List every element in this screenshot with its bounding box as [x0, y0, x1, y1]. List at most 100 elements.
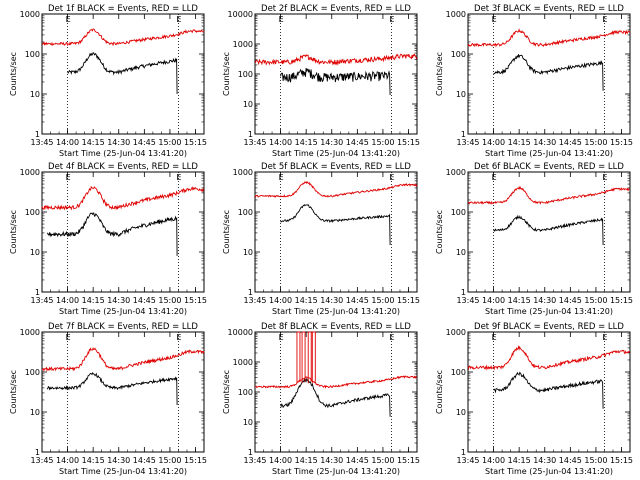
panel-det-6: Det 6f BLACK = Events, RED = LLD 1 10 100 10…: [435, 162, 633, 316]
x-tick-label: 14:30: [533, 138, 556, 147]
x-tick-label: 13:45: [243, 138, 266, 147]
y-tick-label: 10: [243, 248, 253, 257]
chart-title: Det 7f BLACK = Events, RED = LLD: [48, 322, 198, 332]
marker-label: E: [389, 173, 394, 182]
x-tick-label: 14:45: [133, 456, 156, 465]
series-events: [280, 203, 391, 246]
x-tick-label: 15:15: [397, 296, 420, 305]
y-tick-label: 10: [456, 408, 466, 417]
x-tick-label: 13:45: [456, 296, 479, 305]
x-tick-label: 14:45: [559, 456, 582, 465]
marker-label: E: [389, 333, 394, 342]
marker-label: E: [176, 173, 181, 182]
x-tick-label: 14:30: [533, 296, 556, 305]
y-tick-label: 10: [30, 248, 40, 257]
y-tick-label: 100: [238, 208, 253, 217]
marker-label: E: [279, 15, 284, 24]
y-axis-label: Counts/sec: [222, 52, 231, 96]
y-tick-label: 1000: [233, 358, 253, 367]
y-tick-label: 100: [451, 50, 466, 59]
y-axis-label: Counts/sec: [222, 210, 231, 254]
x-tick-label: 14:15: [82, 138, 105, 147]
x-tick-label: 13:45: [243, 296, 266, 305]
y-tick-label: 10000: [228, 328, 253, 337]
x-tick-label: 15:00: [158, 456, 181, 465]
x-tick-label: 14:15: [508, 456, 531, 465]
series-lld: [254, 180, 418, 198]
y-axis-label: Counts/sec: [9, 370, 18, 414]
marker-label: E: [492, 15, 497, 24]
marker-label: E: [492, 173, 497, 182]
plot-frame: [41, 331, 205, 453]
y-tick-label: 1: [248, 288, 253, 297]
x-axis-label: Start Time (25-Jun-04 13:41:20): [272, 149, 400, 158]
plot-frame: [41, 13, 205, 135]
y-tick-label: 1000: [233, 168, 253, 177]
x-tick-label: 14:15: [508, 138, 531, 147]
series-lld: [255, 375, 418, 389]
x-tick-label: 14:15: [82, 296, 105, 305]
x-tick-label: 14:45: [346, 456, 369, 465]
y-tick-label: 1000: [446, 328, 466, 337]
plot-frame: [467, 13, 631, 135]
y-tick-label: 10: [456, 90, 466, 99]
series-events: [493, 371, 604, 409]
y-tick-label: 1: [35, 288, 40, 297]
x-tick-label: 15:15: [610, 296, 633, 305]
x-tick-label: 14:30: [533, 456, 556, 465]
series-events: [493, 54, 604, 91]
x-tick-label: 14:45: [346, 296, 369, 305]
x-tick-label: 13:45: [456, 456, 479, 465]
x-axis-label: Start Time (25-Jun-04 13:41:20): [272, 307, 400, 316]
x-tick-label: 13:45: [30, 296, 53, 305]
x-tick-label: 15:00: [158, 296, 181, 305]
x-axis-label: Start Time (25-Jun-04 13:41:20): [59, 467, 187, 476]
series-events: [46, 212, 178, 256]
marker-label: E: [602, 333, 607, 342]
marker-label: E: [66, 173, 71, 182]
marker-label: E: [492, 333, 497, 342]
x-tick-label: 14:15: [295, 456, 318, 465]
x-tick-label: 14:15: [82, 456, 105, 465]
x-tick-label: 14:00: [269, 296, 292, 305]
x-tick-label: 13:45: [30, 138, 53, 147]
x-tick-label: 14:30: [107, 138, 130, 147]
x-tick-label: 15:15: [610, 138, 633, 147]
series-lld: [41, 346, 205, 372]
marker-label: E: [279, 173, 284, 182]
series-events: [493, 214, 604, 246]
y-axis-label: Counts/sec: [435, 210, 444, 254]
x-tick-label: 15:00: [371, 138, 394, 147]
x-axis-label: Start Time (25-Jun-04 13:41:20): [59, 149, 187, 158]
panel-det-5: Det 5f BLACK = Events, RED = LLD 1 10 100 10…: [222, 162, 420, 316]
plot-frame: [467, 171, 631, 293]
x-tick-label: 14:00: [269, 138, 292, 147]
series-lld: [467, 185, 631, 205]
panel-det-1: Det 1f BLACK = Events, RED = LLD 1 10 100 10…: [9, 4, 207, 158]
x-tick-label: 15:15: [397, 138, 420, 147]
marker-label: E: [176, 333, 181, 342]
y-tick-label: 1000: [233, 40, 253, 49]
plot-frame: [41, 171, 205, 293]
plot-frame: [254, 331, 418, 453]
x-axis-label: Start Time (25-Jun-04 13:41:20): [59, 307, 187, 316]
x-tick-label: 14:00: [56, 296, 79, 305]
y-tick-label: 100: [25, 50, 40, 59]
y-axis-label: Counts/sec: [9, 210, 18, 254]
series-lld: [254, 53, 418, 66]
y-tick-label: 100: [238, 70, 253, 79]
chart-title: Det 9f BLACK = Events, RED = LLD: [474, 322, 624, 332]
y-axis-label: Counts/sec: [435, 52, 444, 96]
panel-det-2: Det 2f BLACK = Events, RED = LLD 1 10 100 10…: [222, 4, 420, 158]
x-tick-label: 14:30: [320, 296, 343, 305]
y-tick-label: 1: [248, 448, 253, 457]
marker-label: E: [66, 333, 71, 342]
x-tick-label: 13:45: [456, 138, 479, 147]
y-tick-label: 1: [248, 130, 253, 139]
y-tick-label: 1: [461, 130, 466, 139]
y-tick-label: 100: [238, 388, 253, 397]
marker-label: E: [602, 173, 607, 182]
x-tick-label: 14:45: [133, 138, 156, 147]
x-tick-label: 15:00: [584, 138, 607, 147]
